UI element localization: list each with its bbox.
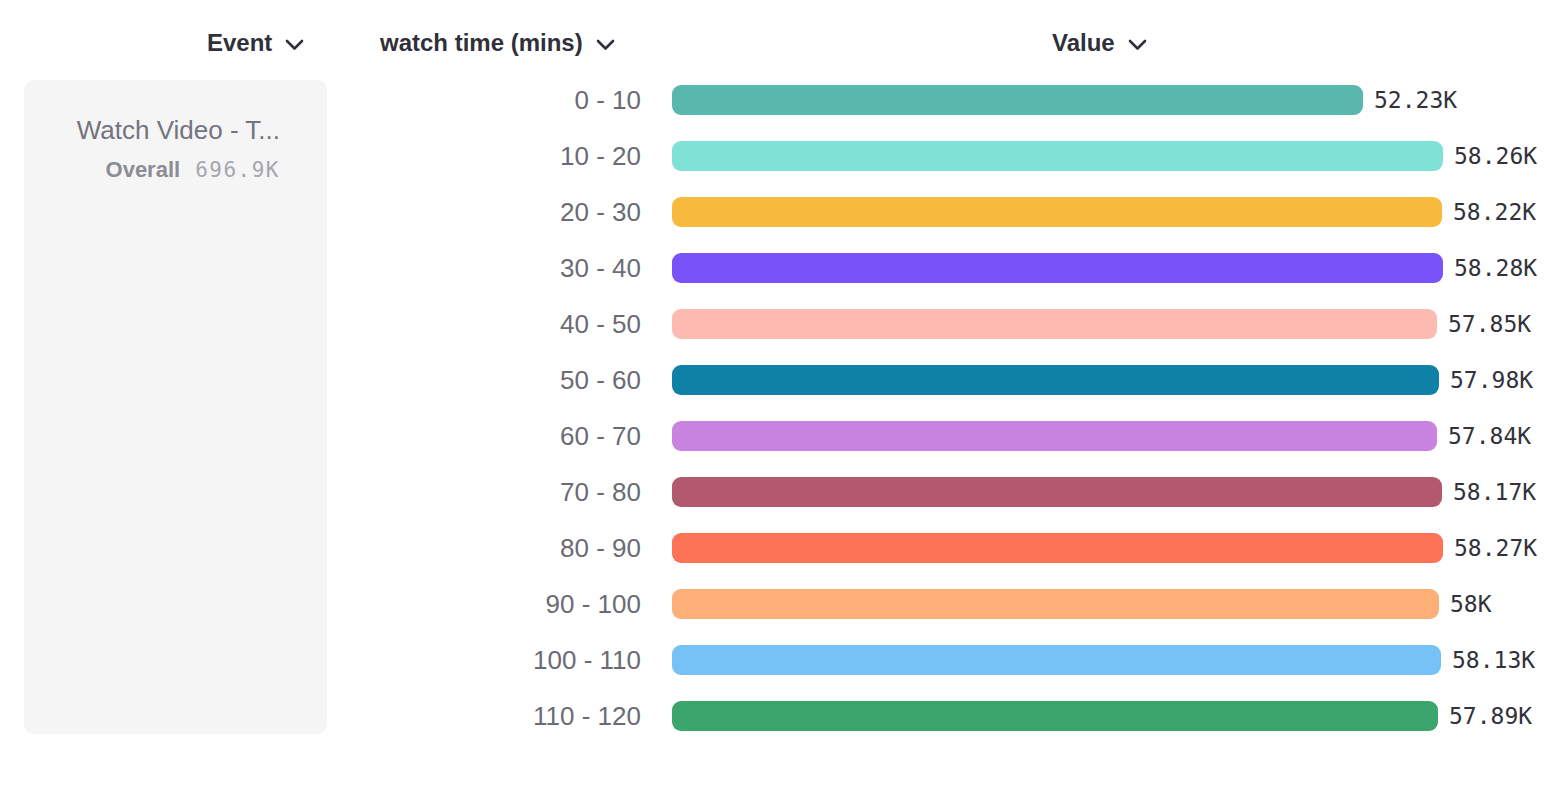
bar[interactable]	[672, 309, 1437, 339]
bar-value-label: 58.27K	[1454, 533, 1537, 564]
bar[interactable]	[672, 141, 1443, 171]
bar[interactable]	[672, 701, 1438, 731]
chevron-down-icon	[1128, 39, 1147, 51]
event-column-header[interactable]: Event	[207, 27, 304, 59]
bar-value-label: 57.85K	[1448, 309, 1531, 340]
bar[interactable]	[672, 533, 1443, 563]
event-column-label: Event	[207, 29, 272, 57]
bar-value-label: 52.23K	[1374, 85, 1457, 116]
bar[interactable]	[672, 253, 1443, 283]
chevron-down-icon	[285, 39, 304, 51]
bar-value-label: 57.98K	[1450, 365, 1533, 396]
bar-value-label: 58.13K	[1452, 645, 1535, 676]
bar[interactable]	[672, 85, 1363, 115]
bucket-label: 50 - 60	[380, 365, 641, 395]
bucket-label: 80 - 90	[380, 533, 641, 563]
bar[interactable]	[672, 589, 1439, 619]
watch-time-column-label: watch time (mins)	[380, 29, 583, 57]
bar[interactable]	[672, 477, 1442, 507]
event-card[interactable]: Watch Video - T... Overall 696.9K	[24, 80, 327, 734]
bucket-label: 0 - 10	[380, 85, 641, 115]
bar-value-label: 57.84K	[1448, 421, 1531, 452]
chart-row: 80 - 90 58.27K	[0, 533, 1568, 563]
bucket-label: 70 - 80	[380, 477, 641, 507]
value-column-header[interactable]: Value	[1052, 27, 1147, 59]
chart-row: 30 - 40 58.28K	[0, 253, 1568, 283]
chart-row: 100 - 110 58.13K	[0, 645, 1568, 675]
chart-row: 60 - 70 57.84K	[0, 421, 1568, 451]
chart-row: 40 - 50 57.85K	[0, 309, 1568, 339]
value-column-label: Value	[1052, 29, 1115, 57]
chart-row: 90 - 100 58K	[0, 589, 1568, 619]
bar-value-label: 58K	[1450, 589, 1492, 620]
chart-row: 50 - 60 57.98K	[0, 365, 1568, 395]
insights-chart-panel: Event watch time (mins) Value Watch Vide…	[0, 0, 1568, 790]
bar-value-label: 58.26K	[1454, 141, 1537, 172]
bucket-label: 20 - 30	[380, 197, 641, 227]
bucket-label: 40 - 50	[380, 309, 641, 339]
bar-value-label: 57.89K	[1449, 701, 1532, 732]
bucket-label: 10 - 20	[380, 141, 641, 171]
chart-row: 10 - 20 58.26K	[0, 141, 1568, 171]
bar[interactable]	[672, 645, 1441, 675]
bucket-label: 60 - 70	[380, 421, 641, 451]
bucket-label: 100 - 110	[380, 645, 641, 675]
bar-value-label: 58.28K	[1454, 253, 1537, 284]
bar[interactable]	[672, 365, 1439, 395]
bar[interactable]	[672, 197, 1442, 227]
bar[interactable]	[672, 421, 1437, 451]
bucket-label: 110 - 120	[380, 701, 641, 731]
chart-row: 0 - 10 52.23K	[0, 85, 1568, 115]
bucket-label: 90 - 100	[380, 589, 641, 619]
chevron-down-icon	[596, 39, 615, 51]
chart-row: 70 - 80 58.17K	[0, 477, 1568, 507]
bar-value-label: 58.22K	[1453, 197, 1536, 228]
chart-row: 20 - 30 58.22K	[0, 197, 1568, 227]
chart-row: 110 - 120 57.89K	[0, 701, 1568, 731]
bucket-label: 30 - 40	[380, 253, 641, 283]
bar-value-label: 58.17K	[1453, 477, 1536, 508]
watch-time-column-header[interactable]: watch time (mins)	[380, 27, 615, 59]
